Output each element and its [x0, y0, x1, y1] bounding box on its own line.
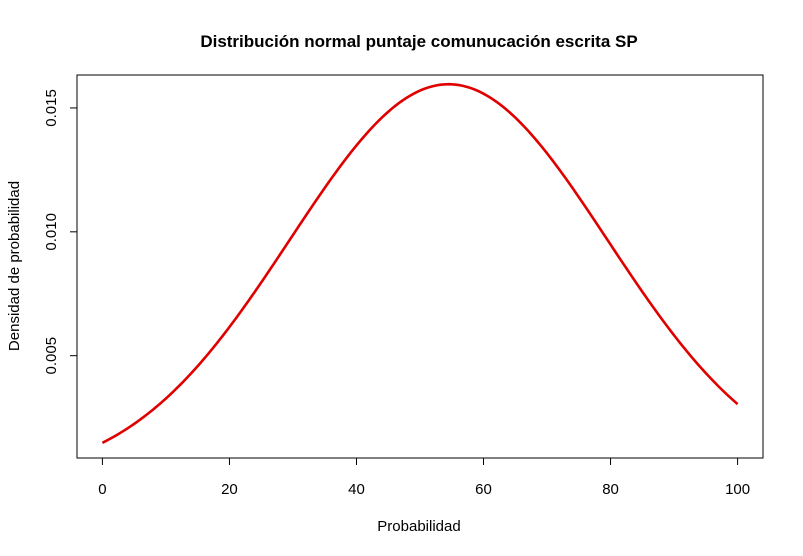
y-axis-label: Densidad de probabilidad: [6, 181, 23, 351]
x-tick-label: 40: [348, 481, 365, 498]
plot-box: [76, 74, 764, 459]
x-axis: 0 20 40 60 80 100: [98, 457, 750, 498]
y-tick-label: 0.010: [43, 213, 60, 251]
x-axis-label: Probabilidad: [377, 518, 460, 535]
y-tick-label: 0.005: [43, 337, 60, 375]
density-curve: [101, 82, 739, 444]
y-axis: 0.005 0.010 0.015: [43, 89, 78, 375]
chart-title: Distribución normal puntaje comunucación…: [200, 32, 637, 51]
x-tick-label: 100: [725, 481, 750, 498]
x-tick-label: 20: [221, 481, 238, 498]
x-tick-label: 80: [602, 481, 619, 498]
x-tick-label: 60: [475, 481, 492, 498]
x-tick-label: 0: [98, 481, 106, 498]
y-tick-label: 0.015: [43, 89, 60, 127]
